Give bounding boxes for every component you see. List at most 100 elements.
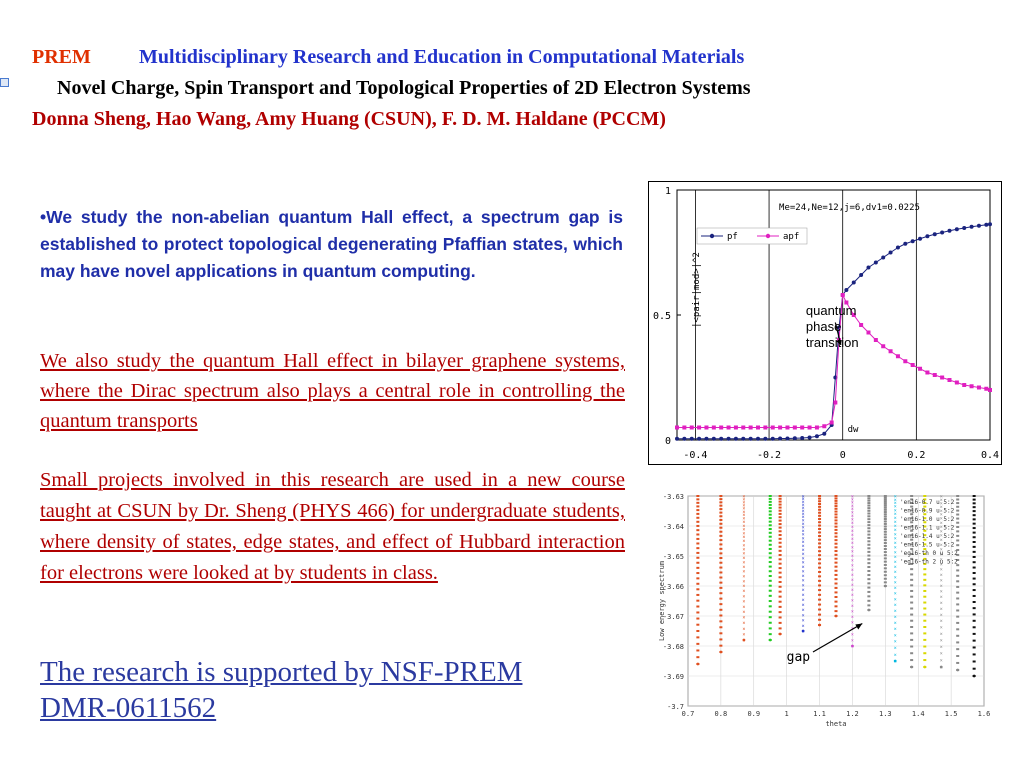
data-point xyxy=(768,517,772,520)
data-point: × xyxy=(940,572,943,578)
data-point xyxy=(696,649,700,652)
data-point: × xyxy=(894,633,897,639)
data-point: × xyxy=(802,494,805,500)
data-point xyxy=(956,544,960,547)
data-point-lowest xyxy=(893,659,897,663)
data-point xyxy=(972,667,976,670)
data-point xyxy=(910,584,914,587)
data-point: × xyxy=(802,602,805,608)
data-point-pf xyxy=(689,436,694,441)
data-point: × xyxy=(742,599,745,605)
data-point xyxy=(972,541,976,543)
data-point xyxy=(883,498,887,501)
data-point xyxy=(923,601,927,604)
data-point: × xyxy=(940,497,943,503)
data-point xyxy=(956,495,960,497)
data-point: × xyxy=(894,646,897,652)
data-point: × xyxy=(940,625,943,631)
data-point-apf xyxy=(792,425,797,430)
data-point xyxy=(818,613,822,616)
data-point xyxy=(834,516,838,519)
data-point: × xyxy=(742,560,745,566)
x-tick-label: -0.4 xyxy=(683,450,707,461)
data-point: × xyxy=(851,554,854,560)
data-point-apf xyxy=(976,385,981,390)
data-point xyxy=(778,495,782,497)
data-point xyxy=(972,550,976,553)
data-point xyxy=(956,661,960,664)
data-point: × xyxy=(894,575,897,581)
data-point: × xyxy=(742,584,745,590)
data-point xyxy=(972,510,976,513)
data-point xyxy=(867,533,871,536)
data-point-pf xyxy=(763,436,768,441)
data-point: × xyxy=(851,517,854,523)
data-point xyxy=(956,628,960,631)
data-point xyxy=(956,525,960,528)
data-point: × xyxy=(742,520,745,526)
data-point-lowest xyxy=(956,668,960,672)
data-point xyxy=(867,495,871,497)
data-point-lowest xyxy=(696,662,700,666)
data-point xyxy=(818,575,822,578)
data-point xyxy=(778,530,782,533)
data-point: × xyxy=(802,518,805,524)
data-point: × xyxy=(802,515,805,521)
data-point: × xyxy=(894,565,897,571)
data-point xyxy=(923,498,927,501)
data-point: × xyxy=(894,523,897,529)
data-point xyxy=(910,619,914,622)
data-point xyxy=(883,536,887,539)
legend-label: 'en16-1.5 u 5:2 xyxy=(900,542,955,549)
data-point xyxy=(778,500,782,503)
data-point xyxy=(910,638,914,641)
data-point: × xyxy=(940,529,943,535)
data-point xyxy=(834,507,838,510)
data-point xyxy=(883,518,887,520)
data-point xyxy=(818,527,822,530)
data-point-pf xyxy=(925,234,930,239)
data-point xyxy=(923,495,927,497)
data-point: × xyxy=(851,497,854,503)
data-point xyxy=(956,591,960,594)
data-point: × xyxy=(851,563,854,569)
data-point xyxy=(883,563,887,566)
data-point xyxy=(818,500,822,503)
data-point xyxy=(956,654,960,657)
data-point xyxy=(972,613,976,616)
data-point: × xyxy=(894,560,897,566)
data-point xyxy=(778,545,782,548)
data-point xyxy=(696,636,700,639)
data-point xyxy=(883,574,887,577)
data-point: × xyxy=(742,547,745,553)
data-point-apf xyxy=(733,425,738,430)
data-point xyxy=(696,501,700,504)
data-point-apf xyxy=(748,425,753,430)
data-point xyxy=(818,524,822,527)
data-point xyxy=(768,531,772,534)
data-point xyxy=(923,652,927,655)
data-point xyxy=(834,525,838,528)
data-point-lowest xyxy=(801,629,805,633)
data-point xyxy=(972,536,976,539)
data-point: × xyxy=(894,614,897,620)
data-point xyxy=(818,618,822,621)
data-point-apf xyxy=(785,425,790,430)
data-point: × xyxy=(940,538,943,544)
data-point: × xyxy=(940,524,943,530)
data-point-apf xyxy=(741,425,746,430)
data-point xyxy=(972,522,976,525)
data-point-apf xyxy=(770,425,775,430)
data-point xyxy=(768,565,772,568)
data-point xyxy=(883,520,887,523)
x-tick-label: 0.9 xyxy=(747,710,760,718)
data-point xyxy=(867,562,871,565)
data-point: × xyxy=(851,620,854,626)
data-point xyxy=(867,604,871,607)
data-point: × xyxy=(802,624,805,630)
data-point-lowest xyxy=(768,638,772,642)
data-point: × xyxy=(940,651,943,657)
data-point-apf xyxy=(778,425,783,430)
data-point-apf xyxy=(822,424,827,429)
data-point xyxy=(972,653,976,656)
